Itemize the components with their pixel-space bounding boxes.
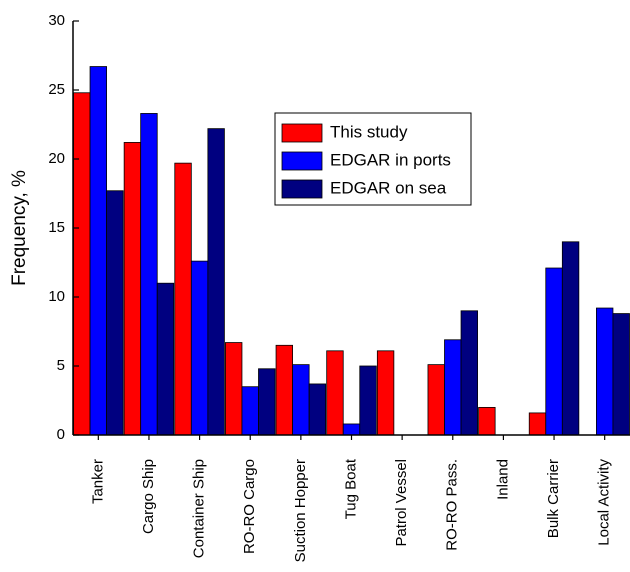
bar [73,92,91,436]
bar [376,350,395,436]
x-tick-label: Patrol Vessel [393,459,410,547]
bar [225,342,243,436]
bar [596,307,614,436]
legend-text: This study [330,122,408,141]
y-tick-label: 10 [48,288,65,305]
legend-swatch [281,151,323,171]
bar [444,339,462,436]
bar [258,368,276,436]
bar [359,365,377,436]
legend-text: EDGAR in ports [330,150,451,169]
legend-text: EDGAR on sea [330,178,447,197]
x-tick-label: RO-RO Cargo [241,459,258,554]
x-tick-label: Cargo Ship [140,459,157,534]
bar [292,364,310,436]
bar [545,267,563,436]
y-tick-label: 30 [48,12,65,29]
y-tick-label: 15 [48,219,65,236]
bar [478,406,496,436]
x-tick-label: Suction Hopper [292,459,309,562]
x-tick-label: Container Ship [191,459,208,558]
bar [190,260,209,436]
bar [241,386,259,436]
y-axis-title: Frequency, % [9,170,30,286]
bar [140,113,158,436]
bar [561,241,580,436]
bar [427,364,445,436]
bar [123,142,142,436]
y-tick-label: 20 [48,150,65,167]
legend-swatch [281,123,323,143]
x-tick-label: Bulk Carrier [545,459,562,538]
legend-swatch [281,179,323,199]
bar [342,423,361,436]
bar [207,128,225,436]
x-tick-label: Inland [494,459,511,500]
x-tick-label: Tanker [89,459,106,504]
y-tick-label: 5 [57,357,65,374]
bar [275,344,293,436]
y-tick-label: 25 [48,81,65,98]
bar [308,383,327,436]
bar [326,350,344,436]
bar [156,282,175,436]
bar [174,162,192,436]
y-tick-label: 0 [57,426,65,443]
bar [89,66,107,436]
bar [106,190,124,436]
x-tick-label: RO-RO Pass. [444,459,461,551]
bar [612,313,630,436]
bar [528,412,547,436]
bar [460,310,478,436]
x-tick-label: Local Activity [596,459,613,546]
x-tick-label: Tug Boat [342,458,359,519]
